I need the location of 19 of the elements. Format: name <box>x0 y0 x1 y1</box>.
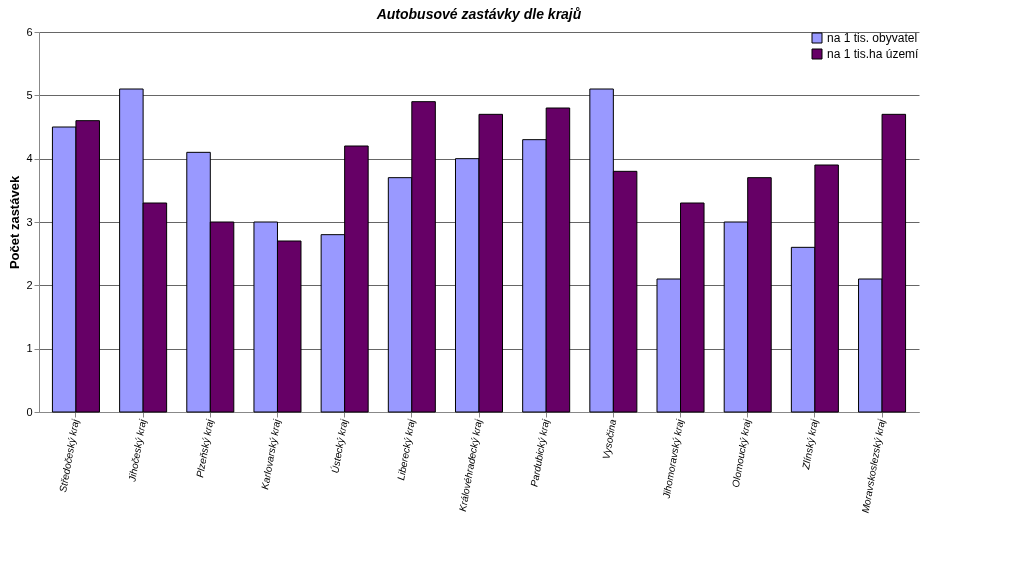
y-tick-label: 0 <box>26 405 33 418</box>
x-tick-label: Pardubický kraj <box>528 417 552 488</box>
y-tick-label: 1 <box>26 342 33 355</box>
y-axis-title: Počet zastávek <box>7 175 23 270</box>
x-tick-label: Ústecký kraj <box>328 417 350 474</box>
y-tick-label: 4 <box>26 152 33 165</box>
legend-label: na 1 tis.ha území <box>827 47 920 61</box>
x-tick-label: Vysočina <box>600 418 619 461</box>
y-tick-label: 6 <box>26 25 33 38</box>
x-tick-label: Plzeňský kraj <box>194 417 216 479</box>
legend-label: na 1 tis. obyvatel <box>827 31 918 45</box>
y-tick-label: 3 <box>26 215 33 228</box>
x-tick-label: Jihočeský kraj <box>126 417 149 484</box>
x-tick-label: Zlínský kraj <box>800 417 820 472</box>
chart-title: Autobusové zastávky dle krajů <box>375 6 582 22</box>
x-tick-label: Olomoucký kraj <box>729 417 753 489</box>
x-tick-label: Liberecký kraj <box>395 417 417 482</box>
y-tick-label: 2 <box>26 278 33 291</box>
y-tick-label: 5 <box>26 88 33 101</box>
